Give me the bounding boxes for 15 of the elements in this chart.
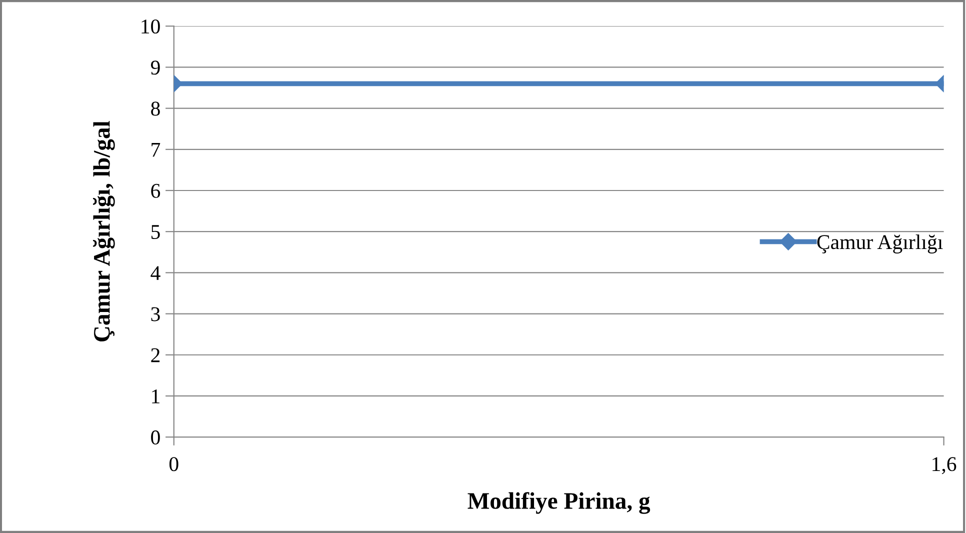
y-tick-label: 8: [151, 102, 160, 116]
y-tick-label: 1: [152, 389, 160, 404]
y-tick-label: 7: [152, 142, 160, 157]
legend-label: Çamur Ağırlığı: [817, 234, 943, 254]
y-tick-label: 3: [151, 307, 160, 322]
y-tick-label: 10: [142, 19, 160, 34]
y-axis-title: Çamur Ağırlığı, lb/gal: [93, 121, 115, 342]
x-tick-label: 1,6: [932, 457, 956, 474]
x-axis-title: Modifiye Pirina, g: [468, 492, 650, 514]
y-tick-label: 2: [151, 348, 160, 362]
y-tick-label: 4: [150, 266, 160, 280]
y-tick-label: 6: [151, 184, 160, 198]
y-tick-label: 0: [151, 430, 160, 444]
y-tick-label: 9: [150, 60, 160, 75]
y-tick-label: 5: [151, 225, 160, 240]
